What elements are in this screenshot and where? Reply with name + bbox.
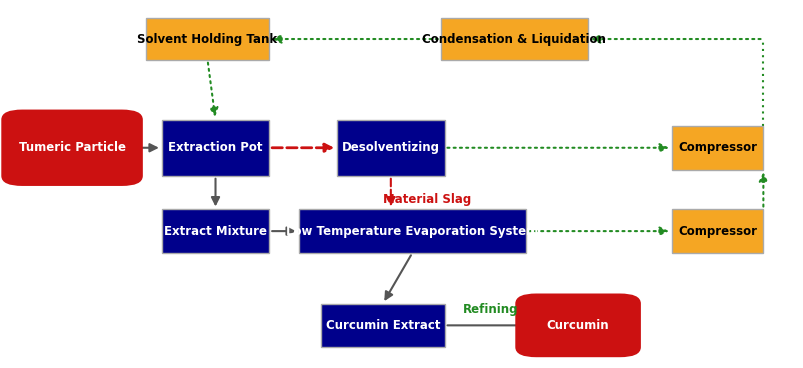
FancyBboxPatch shape bbox=[161, 209, 269, 253]
FancyBboxPatch shape bbox=[161, 120, 269, 176]
FancyBboxPatch shape bbox=[671, 209, 762, 253]
FancyBboxPatch shape bbox=[671, 126, 762, 170]
Text: Extract Mixture: Extract Mixture bbox=[164, 224, 267, 238]
FancyBboxPatch shape bbox=[336, 120, 444, 176]
FancyBboxPatch shape bbox=[2, 111, 141, 185]
Text: Curcumin: Curcumin bbox=[546, 319, 609, 332]
Text: Tumeric Particle: Tumeric Particle bbox=[18, 141, 125, 154]
Text: Extraction Pot: Extraction Pot bbox=[168, 141, 263, 154]
FancyBboxPatch shape bbox=[440, 18, 587, 60]
FancyBboxPatch shape bbox=[299, 209, 525, 253]
Text: Compressor: Compressor bbox=[677, 224, 756, 238]
Text: Desolventizing: Desolventizing bbox=[341, 141, 439, 154]
FancyBboxPatch shape bbox=[516, 294, 639, 356]
FancyBboxPatch shape bbox=[320, 304, 444, 347]
Text: Curcumin Extract: Curcumin Extract bbox=[325, 319, 439, 332]
Text: Compressor: Compressor bbox=[677, 141, 756, 154]
Text: Refining: Refining bbox=[462, 302, 518, 315]
Text: Low Temperature Evaporation System: Low Temperature Evaporation System bbox=[286, 224, 538, 238]
Text: Condensation & Liquidation: Condensation & Liquidation bbox=[422, 32, 605, 46]
Text: Solvent Holding Tank: Solvent Holding Tank bbox=[137, 32, 277, 46]
FancyBboxPatch shape bbox=[145, 18, 269, 60]
Text: Material Slag: Material Slag bbox=[382, 193, 471, 206]
